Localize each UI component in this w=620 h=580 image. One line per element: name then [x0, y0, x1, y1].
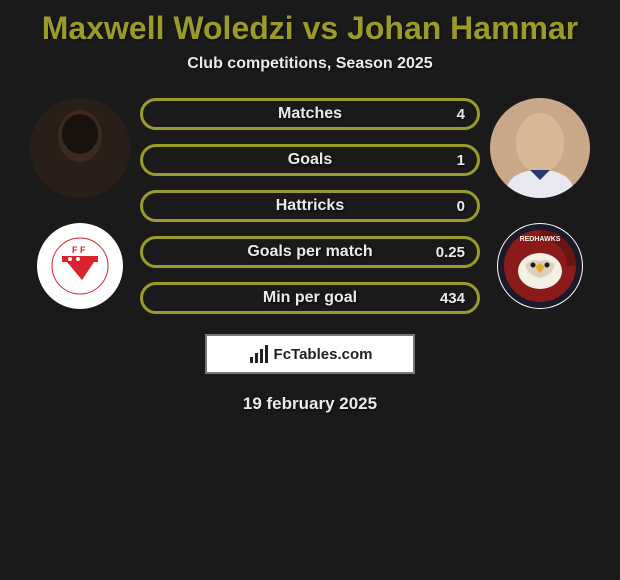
stat-label: Hattricks — [276, 197, 344, 215]
stat-right-value: 0 — [457, 198, 465, 215]
stat-right-value: 434 — [440, 290, 465, 307]
avatar-placeholder-icon — [490, 98, 590, 198]
subtitle: Club competitions, Season 2025 — [187, 55, 432, 73]
brand-text: FcTables.com — [274, 346, 373, 363]
left-player-col: F F — [30, 93, 130, 309]
stat-label: Goals per match — [247, 243, 372, 261]
team-badge-icon: F F — [50, 236, 110, 296]
stat-row-matches: Matches 4 — [140, 98, 480, 130]
stat-label: Min per goal — [263, 289, 357, 307]
stat-row-hattricks: Hattricks 0 — [140, 190, 480, 222]
stat-row-min-per-goal: Min per goal 434 — [140, 282, 480, 314]
stat-right-value: 4 — [457, 106, 465, 123]
right-team-badge: REDHAWKS — [497, 223, 583, 309]
team-badge-icon: REDHAWKS — [497, 223, 583, 309]
comparison-title: Maxwell Woledzi vs Johan Hammar — [42, 10, 578, 47]
left-team-badge: F F — [37, 223, 123, 309]
svg-text:F F: F F — [72, 245, 86, 255]
widget-container: Maxwell Woledzi vs Johan Hammar Club com… — [0, 0, 620, 580]
svg-text:REDHAWKS: REDHAWKS — [520, 236, 561, 243]
stat-right-value: 0.25 — [436, 244, 465, 261]
chart-icon — [248, 343, 270, 365]
stat-label: Matches — [278, 105, 342, 123]
left-player-avatar — [30, 98, 130, 198]
avatar-placeholder-icon — [30, 98, 130, 198]
stats-column: Matches 4 Goals 1 Hattricks 0 Goals per … — [140, 93, 480, 314]
right-player-avatar — [490, 98, 590, 198]
right-player-col: REDHAWKS — [490, 93, 590, 309]
stat-row-goals-per-match: Goals per match 0.25 — [140, 236, 480, 268]
stat-right-value: 1 — [457, 152, 465, 169]
stat-label: Goals — [288, 151, 332, 169]
stat-row-goals: Goals 1 — [140, 144, 480, 176]
brand-link[interactable]: FcTables.com — [205, 334, 415, 374]
date-text: 19 february 2025 — [243, 394, 377, 414]
content-row: F F Matches 4 Goals 1 Hattricks 0 — [0, 93, 620, 314]
